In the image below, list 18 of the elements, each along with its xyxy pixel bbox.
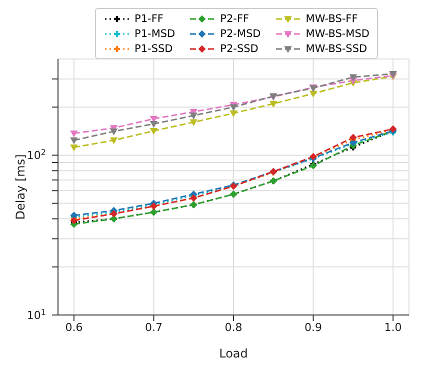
- y-axis-title: Delay [ms]: [13, 154, 28, 220]
- legend-label: MW-BS-SSD: [306, 42, 368, 54]
- x-tick-label: 0.7: [144, 320, 162, 334]
- legend-label: MW-BS-MSD: [306, 28, 370, 40]
- y-tick-label: 10$^{1}$: [26, 308, 46, 322]
- legend-label: MW-BS-FF: [306, 12, 358, 24]
- legend-label: P1-FF: [134, 12, 164, 24]
- x-tick-label: 0.6: [65, 320, 83, 334]
- legend-label: P1-SSD: [134, 42, 173, 54]
- legend-label: P2-MSD: [220, 28, 261, 40]
- y-tick-label: 10$^{2}$: [26, 148, 46, 162]
- legend-label: P2-FF: [220, 12, 250, 24]
- legend-label: P2-SSD: [220, 42, 258, 54]
- x-tick-label: 1.0: [384, 320, 402, 334]
- legend-label: P1-MSD: [134, 28, 176, 40]
- x-tick-label: 0.9: [304, 320, 322, 334]
- x-tick-label: 0.8: [224, 320, 242, 334]
- x-axis-title: Load: [219, 346, 248, 361]
